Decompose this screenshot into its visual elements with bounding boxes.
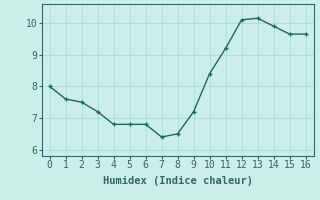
X-axis label: Humidex (Indice chaleur): Humidex (Indice chaleur) [103, 176, 252, 186]
